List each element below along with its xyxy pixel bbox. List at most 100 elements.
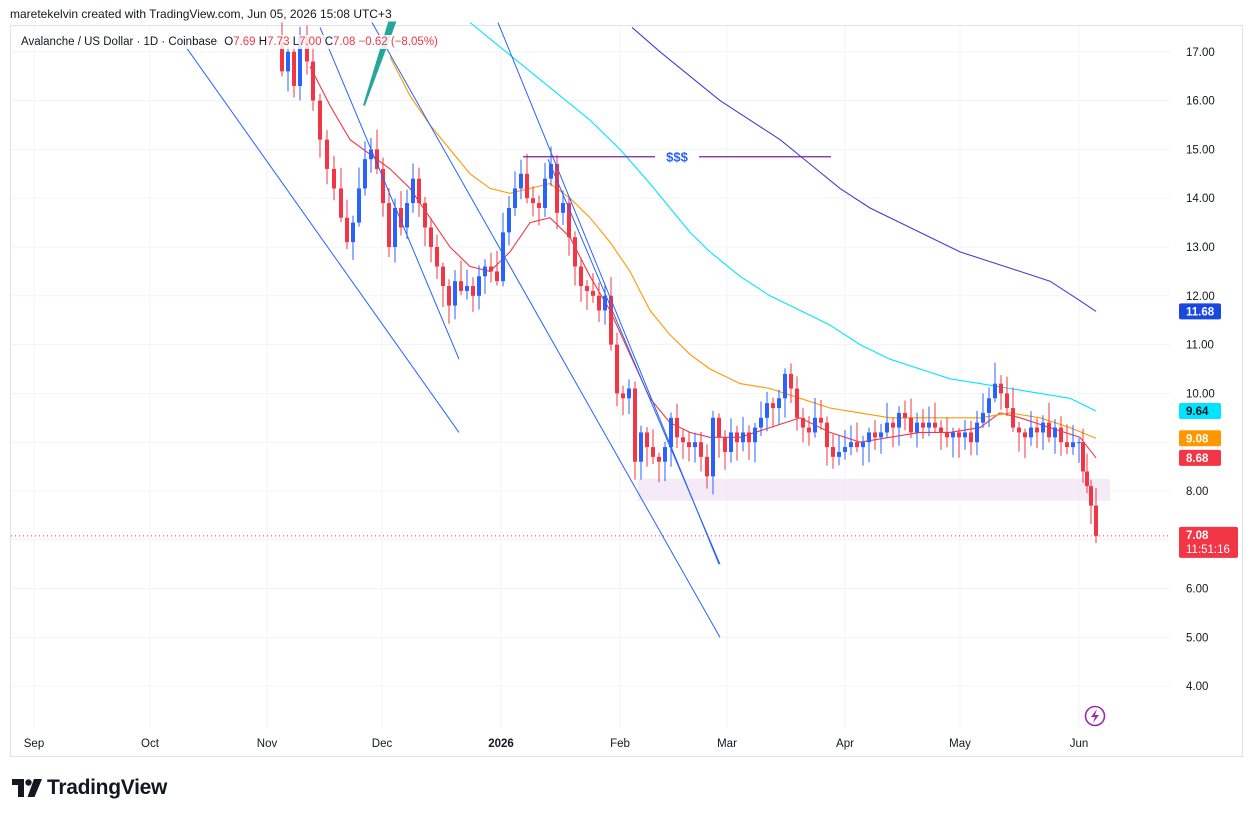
x-tick-label: Apr xyxy=(836,738,854,750)
candle-body xyxy=(325,139,329,169)
candle-body xyxy=(951,432,955,438)
level-label: $$$ xyxy=(666,150,688,165)
candle-body xyxy=(879,432,883,438)
candle-body xyxy=(855,442,859,448)
candle-body xyxy=(417,178,421,204)
candle-body xyxy=(873,432,877,438)
x-tick-label: Oct xyxy=(141,738,160,750)
candle-body xyxy=(1081,442,1085,472)
time-axis[interactable]: Sep Oct Nov Dec 2026 Feb Mar Apr May Jun xyxy=(24,738,1089,750)
candle-body xyxy=(675,417,679,438)
candle-body xyxy=(591,290,595,296)
trendline[interactable] xyxy=(319,27,460,360)
candle-body xyxy=(609,295,613,345)
y-tick-label: 8.00 xyxy=(1186,486,1208,498)
candle-body xyxy=(777,398,781,409)
price-axis[interactable]: 4.005.006.007.008.009.0010.0011.0012.001… xyxy=(1186,47,1215,693)
candle-body xyxy=(963,432,967,438)
legend-close-label: C xyxy=(324,36,333,48)
candle-body xyxy=(831,447,835,457)
candle-body xyxy=(453,281,457,306)
x-tick-label: Sep xyxy=(24,738,44,750)
candle-body xyxy=(489,266,493,272)
candle-body xyxy=(681,437,685,443)
candle-body xyxy=(501,232,505,282)
candle-body xyxy=(729,432,733,452)
candle-body xyxy=(669,417,673,448)
grid xyxy=(11,26,1170,728)
ma-badge-value: 8.68 xyxy=(1186,453,1209,465)
ma-badge xyxy=(1179,303,1221,320)
candle-body xyxy=(663,447,667,462)
candle-body xyxy=(573,237,577,267)
last-price-value: 7.08 xyxy=(1186,530,1209,542)
candle-body xyxy=(393,207,397,247)
legend-symbol: Avalanche / US Dollar · 1D · Coinbase xyxy=(21,36,218,48)
candle-body xyxy=(939,427,943,433)
trendline[interactable] xyxy=(547,158,721,565)
candle-body xyxy=(867,432,871,443)
candle-body xyxy=(286,51,290,72)
candle-body xyxy=(747,432,751,443)
candle-body xyxy=(585,286,589,291)
level-annotation[interactable]: $$$ xyxy=(523,150,831,165)
candle-body xyxy=(543,178,547,208)
candle-body xyxy=(280,42,284,72)
candle-body xyxy=(1011,408,1015,428)
candle-body xyxy=(891,422,895,428)
y-tick-label: 10.00 xyxy=(1186,388,1215,400)
candle-body xyxy=(909,417,913,433)
candle-body xyxy=(885,422,889,433)
trendline[interactable] xyxy=(371,22,721,638)
candle-body xyxy=(789,373,793,389)
candle-body xyxy=(1047,422,1051,438)
y-tick-label: 17.00 xyxy=(1186,47,1215,59)
ma-line-ema_longest xyxy=(631,26,1097,312)
candle-body xyxy=(1077,442,1081,444)
candle-body xyxy=(423,203,427,228)
candle-body xyxy=(999,383,1003,394)
symbol-legend[interactable]: Avalanche / US Dollar · 1D · Coinbase O7… xyxy=(18,35,441,49)
candle-body xyxy=(597,295,601,311)
candle-body xyxy=(411,178,415,204)
candle-body xyxy=(915,422,919,433)
last-price-countdown: 11:51:16 xyxy=(1186,544,1230,556)
x-tick-label: Jun xyxy=(1070,738,1089,750)
legend-low-label: L xyxy=(292,36,300,48)
candle-body xyxy=(945,432,949,438)
candle-body xyxy=(759,417,763,428)
trendlines[interactable] xyxy=(178,22,721,638)
candle-body xyxy=(513,188,517,208)
candle-body xyxy=(969,432,973,443)
candle-body xyxy=(621,393,625,399)
candle-body xyxy=(783,373,787,399)
moving-averages xyxy=(309,22,1097,459)
candle-body xyxy=(693,442,697,448)
chart-frame[interactable] xyxy=(10,25,1243,757)
candle-body xyxy=(429,227,433,247)
candle-body xyxy=(381,168,385,204)
candle-body xyxy=(981,412,985,423)
x-tick-label: Dec xyxy=(372,738,393,750)
candle-body xyxy=(849,442,853,448)
candle-body xyxy=(837,451,841,457)
candle-body xyxy=(339,188,343,218)
candle-body xyxy=(1065,442,1069,448)
tradingview-logo[interactable]: TradingView xyxy=(12,776,167,800)
candle-body xyxy=(921,422,925,428)
candle-body xyxy=(705,456,709,477)
flash-icon[interactable] xyxy=(1084,705,1106,727)
legend-close-value: 7.08 xyxy=(333,36,356,48)
candle-body xyxy=(603,295,607,311)
candle-body xyxy=(459,281,463,291)
y-tick-label: 5.00 xyxy=(1186,632,1208,644)
candle-body xyxy=(957,432,961,438)
y-tick-label: 12.00 xyxy=(1186,291,1215,303)
support-zone[interactable] xyxy=(638,478,1110,501)
trendline[interactable] xyxy=(178,36,460,433)
candle-body xyxy=(549,164,553,179)
candle-body xyxy=(795,388,799,418)
candle-body xyxy=(579,266,583,287)
ma-line-ema_long xyxy=(469,22,1097,412)
